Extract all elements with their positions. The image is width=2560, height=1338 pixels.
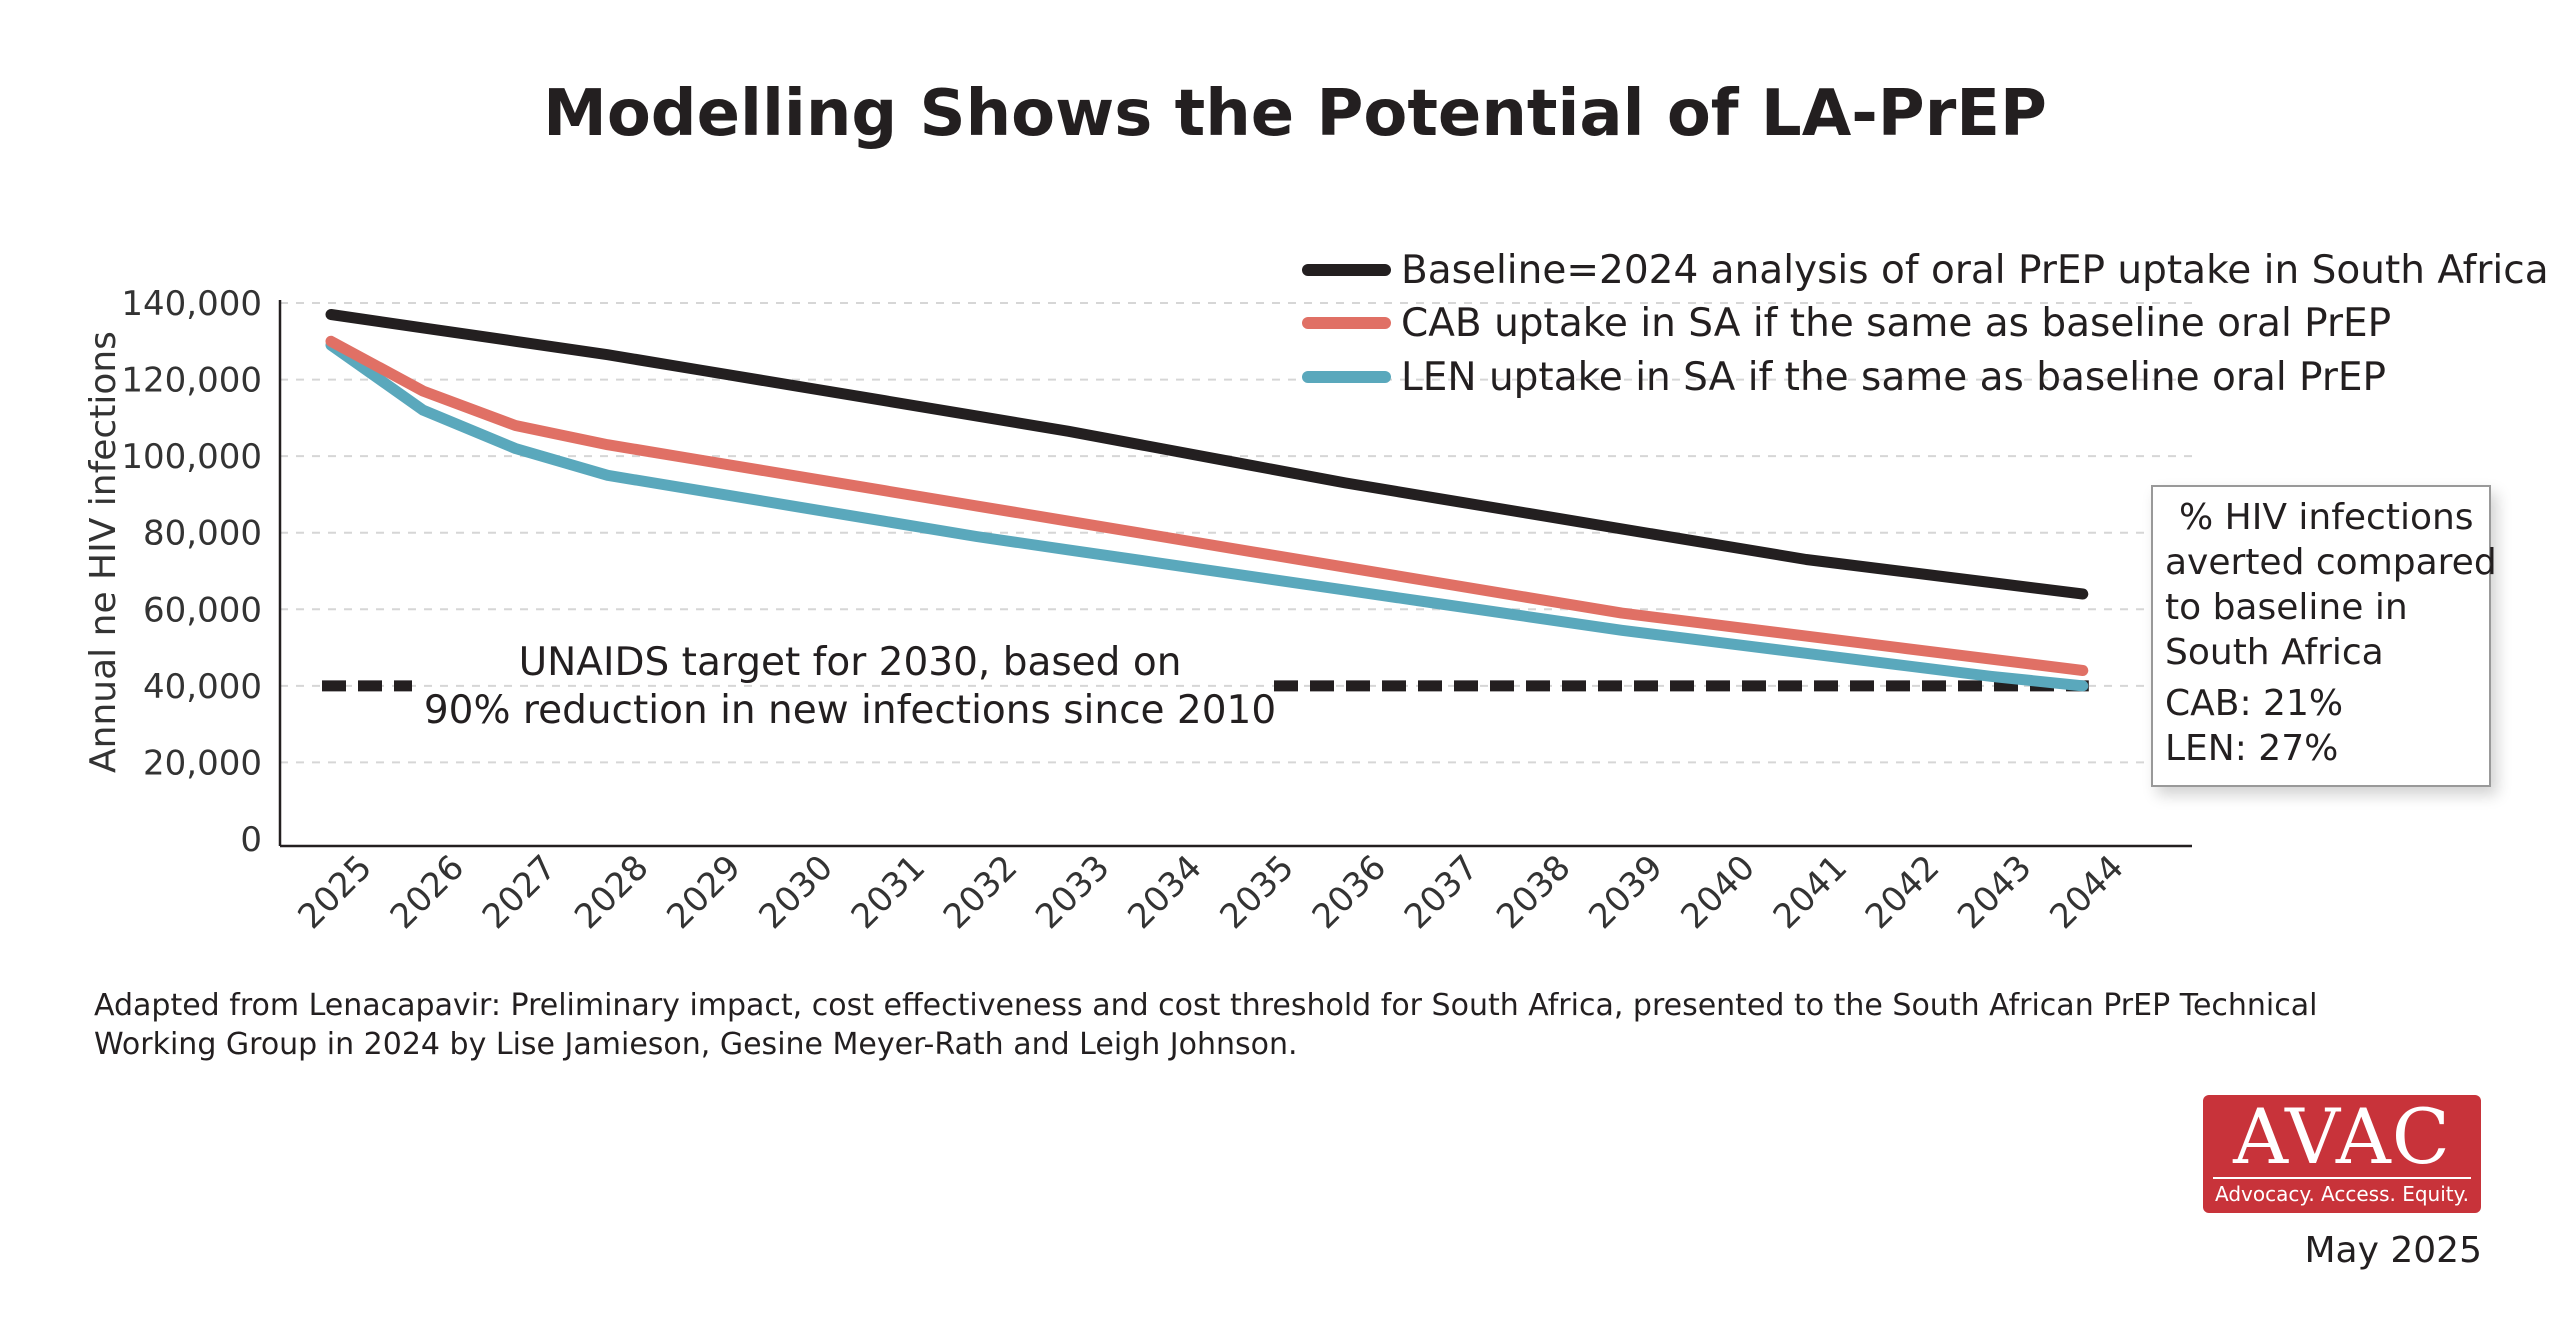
x-tick-label: 2036 bbox=[1305, 847, 1394, 936]
axes bbox=[278, 300, 2192, 848]
legend-label: CAB uptake in SA if the same as baseline… bbox=[1401, 301, 2391, 346]
averted-note-box: % HIV infections averted compared to bas… bbox=[2151, 485, 2497, 787]
note-len-value: LEN: 27% bbox=[2165, 728, 2339, 769]
y-tick-label: 140,000 bbox=[121, 284, 262, 324]
x-tick-label: 2037 bbox=[1397, 847, 1486, 936]
x-tick-label: 2031 bbox=[844, 847, 933, 936]
x-tick-label: 2029 bbox=[659, 847, 748, 936]
source-line-1: Adapted from Lenacapavir: Preliminary im… bbox=[94, 988, 2318, 1023]
target-label-line-2: 90% reduction in new infections since 20… bbox=[424, 688, 1276, 733]
avac-logo: AVAC Advocacy. Access. Equity. bbox=[2203, 1095, 2481, 1213]
series-lines bbox=[325, 309, 2089, 692]
y-tick-label: 120,000 bbox=[121, 361, 262, 401]
x-tick-label: 2030 bbox=[751, 847, 840, 936]
note-line-3: to baseline in bbox=[2165, 587, 2408, 628]
x-tick-label: 2026 bbox=[383, 847, 472, 936]
y-tick-label: 60,000 bbox=[143, 590, 262, 630]
x-tick-label: 2034 bbox=[1120, 847, 1209, 936]
x-tick-label: 2027 bbox=[475, 847, 564, 936]
series-line-len bbox=[325, 339, 2089, 692]
x-tick-label: 2044 bbox=[2042, 847, 2131, 936]
logo-wordmark: AVAC bbox=[2233, 1092, 2451, 1181]
x-tick-label: 2042 bbox=[1858, 847, 1947, 936]
x-tick-labels: 2025 2026 2027 2028 2029 2030 2031 2032 2033 2034… bbox=[290, 847, 2131, 936]
x-tick-label: 2035 bbox=[1212, 847, 1301, 936]
target-label-line-1: UNAIDS target for 2030, based on bbox=[519, 640, 1182, 685]
note-line-1: % HIV infections bbox=[2179, 497, 2474, 538]
y-tick-label: 100,000 bbox=[121, 437, 262, 477]
x-tick-label: 2038 bbox=[1489, 847, 1578, 936]
legend: Baseline=2024 analysis of oral PrEP upta… bbox=[1302, 248, 2549, 400]
series-line-baseline bbox=[325, 309, 2089, 600]
date-label: May 2025 bbox=[2304, 1230, 2483, 1271]
x-tick-label: 2043 bbox=[1950, 847, 2039, 936]
x-tick-label: 2028 bbox=[567, 847, 656, 936]
source-note: Adapted from Lenacapavir: Preliminary im… bbox=[94, 986, 2494, 1064]
note-line-4: South Africa bbox=[2165, 632, 2384, 673]
chart-title: Modelling Shows the Potential of LA-PrEP bbox=[543, 77, 2047, 151]
y-tick-label: 20,000 bbox=[143, 743, 262, 783]
x-tick-label: 2041 bbox=[1766, 847, 1855, 936]
x-tick-label: 2039 bbox=[1581, 847, 1670, 936]
logo-rule bbox=[2213, 1177, 2471, 1179]
note-line-2: averted compared bbox=[2165, 542, 2497, 583]
note-cab-value: CAB: 21% bbox=[2165, 683, 2344, 724]
legend-label: LEN uptake in SA if the same as baseline… bbox=[1401, 355, 2386, 400]
x-tick-label: 2040 bbox=[1673, 847, 1762, 936]
y-tick-label: 40,000 bbox=[143, 667, 262, 707]
x-tick-label: 2032 bbox=[936, 847, 1025, 936]
y-tick-label: 0 bbox=[240, 820, 262, 860]
y-tick-labels: 0 20,000 40,000 60,000 80,000 100,000 120,000 1… bbox=[121, 284, 262, 860]
logo-tagline: Advocacy. Access. Equity. bbox=[2215, 1182, 2469, 1206]
x-tick-label: 2033 bbox=[1028, 847, 1117, 936]
y-tick-label: 80,000 bbox=[143, 514, 262, 554]
y-axis-label: Annual ne HIV infections bbox=[83, 331, 124, 773]
legend-label: Baseline=2024 analysis of oral PrEP upta… bbox=[1401, 248, 2549, 293]
source-line-2: Working Group in 2024 by Lise Jamieson, … bbox=[94, 1027, 1298, 1062]
series-line-cab bbox=[325, 335, 2089, 676]
x-tick-label: 2025 bbox=[290, 847, 379, 936]
